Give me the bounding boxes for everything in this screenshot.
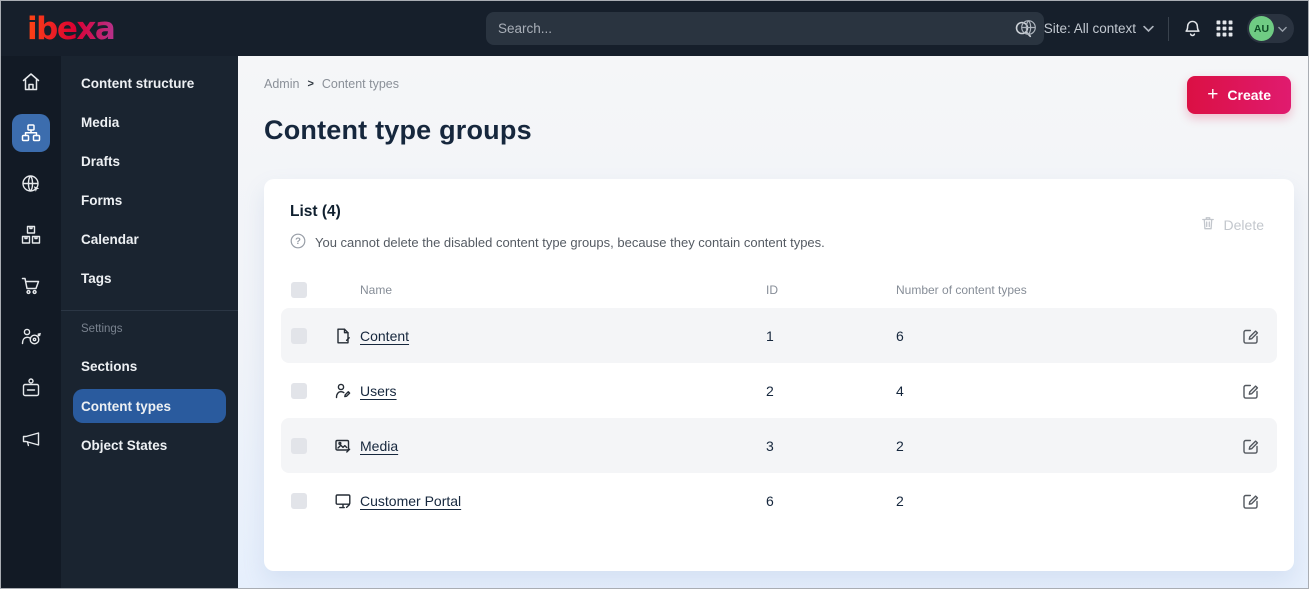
edit-button[interactable] [1241,491,1261,510]
menu-item-drafts[interactable]: Drafts [81,154,121,169]
svg-text:?: ? [295,236,301,247]
info-line: ? You cannot delete the disabled content… [290,233,1294,252]
side-menu: Content structure Media Drafts Forms Cal… [61,56,238,588]
content-type-groups-panel: List (4) ? You cannot delete the disable… [264,179,1294,571]
group-link-customer-portal[interactable]: Customer Portal [360,492,462,509]
plus-icon: + [1207,83,1219,105]
trash-icon [1200,215,1216,234]
admin-badge-icon[interactable] [12,369,50,407]
group-link-media[interactable]: Media [360,437,399,454]
menu-item-object-states[interactable]: Object States [81,438,168,453]
menu-item-content-structure[interactable]: Content structure [81,76,195,91]
chevron-down-icon [1143,21,1154,36]
breadcrumb-content-types[interactable]: Content types [321,77,400,91]
table-row: Users 2 4 [281,363,1277,418]
breadcrumb-separator: > [307,78,314,90]
users-icon [334,382,352,400]
chevron-down-icon [1278,20,1287,38]
menu-item-sections[interactable]: Sections [81,359,138,374]
products-icon[interactable] [12,216,50,254]
group-link-users[interactable]: Users [360,382,397,399]
edit-button[interactable] [1241,381,1261,400]
menu-item-tags[interactable]: Tags [81,271,112,286]
create-button-label: Create [1227,87,1271,103]
row-checkbox[interactable] [291,492,307,509]
menu-item-media[interactable]: Media [81,115,120,130]
search-input[interactable] [498,21,1014,36]
bell-icon[interactable] [1183,19,1202,38]
table-row: Media 3 2 [281,418,1277,473]
global-search[interactable] [486,12,1044,45]
media-image-icon [334,437,352,455]
main-content: Admin > Content types + Create Content t… [238,56,1308,588]
column-name: Name [360,283,393,297]
content-type-groups-table: Name ID Number of content types Content … [281,272,1277,528]
site-context-selector[interactable]: Site: All context [1020,19,1154,39]
content-file-icon [334,327,352,345]
content-structure-icon[interactable] [12,114,50,152]
table-header: Name ID Number of content types [281,272,1277,308]
globe-icon [1020,19,1037,39]
column-count: Number of content types [896,283,1027,297]
group-link-content[interactable]: Content [360,327,410,344]
ibexa-logo: ibexa [27,10,116,47]
column-id: ID [766,283,778,297]
home-icon[interactable] [12,63,50,101]
marketing-megaphone-icon[interactable] [12,420,50,458]
app-grid-icon[interactable] [1216,20,1233,37]
page-title: Content type groups [264,115,532,145]
menu-item-content-types[interactable]: Content types [73,389,226,423]
topbar-actions: Site: All context [1020,1,1294,56]
group-id: 3 [766,437,774,454]
table-row: Content 1 6 [281,308,1277,363]
icon-rail [1,56,61,588]
breadcrumb-admin[interactable]: Admin [264,77,300,91]
group-id: 6 [766,492,774,509]
group-count: 2 [896,437,904,454]
list-heading: List (4) [290,203,341,220]
personalization-target-icon[interactable] [12,318,50,356]
group-id: 1 [766,327,774,344]
create-button[interactable]: + Create [1187,76,1291,114]
delete-button-label: Delete [1223,216,1264,233]
menu-item-calendar[interactable]: Calendar [81,232,139,247]
row-checkbox[interactable] [291,327,307,344]
row-checkbox[interactable] [291,437,307,454]
group-count: 4 [896,382,904,399]
table-row: Customer Portal 6 2 [281,473,1277,528]
delete-button[interactable]: Delete [1200,215,1264,234]
commerce-cart-icon[interactable] [12,267,50,305]
topbar-divider [1168,16,1169,41]
user-menu[interactable]: AU [1247,14,1294,43]
question-circle-icon: ? [290,233,306,252]
site-context-label: Site: All context [1043,21,1136,36]
row-checkbox[interactable] [291,382,307,399]
info-text: You cannot delete the disabled content t… [315,235,825,250]
breadcrumb: Admin > Content types [264,77,399,91]
top-bar: ibexa Site: All context [1,1,1308,56]
site-icon[interactable] [12,165,50,203]
avatar: AU [1249,16,1274,41]
edit-button[interactable] [1241,436,1261,455]
customer-portal-icon [334,492,352,510]
select-all-checkbox[interactable] [291,282,307,298]
menu-divider [61,310,238,311]
menu-item-forms[interactable]: Forms [81,193,123,208]
menu-section-settings: Settings [81,323,123,335]
group-id: 2 [766,382,774,399]
group-count: 6 [896,327,904,344]
edit-button[interactable] [1241,326,1261,345]
group-count: 2 [896,492,904,509]
